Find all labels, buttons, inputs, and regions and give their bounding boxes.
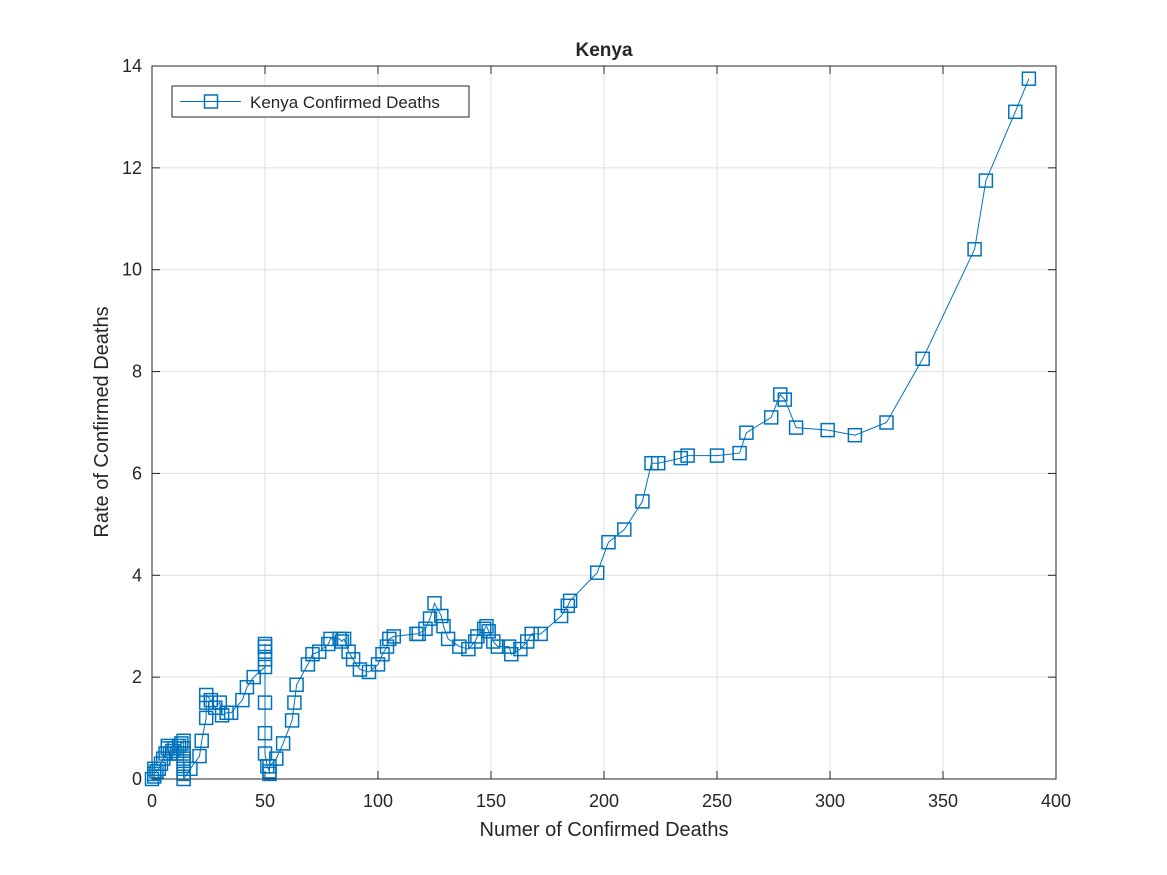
data-point-marker — [223, 705, 239, 721]
x-tick-label: 0 — [147, 791, 157, 811]
y-tick-label: 12 — [122, 158, 142, 178]
data-point-marker — [311, 644, 327, 659]
data-point-marker — [680, 448, 695, 463]
data-point-marker — [287, 695, 302, 710]
data-point-marker — [524, 626, 539, 642]
data-point-marker — [382, 631, 397, 647]
data-point-marker — [153, 756, 169, 771]
data-point-marker — [375, 646, 390, 662]
data-point-marker — [490, 639, 506, 654]
data-point-marker — [967, 242, 982, 257]
data-point-marker — [214, 708, 230, 723]
data-point-marker — [501, 639, 517, 654]
data-point-marker — [560, 598, 576, 614]
data-point-marker — [341, 644, 356, 659]
x-tick-label: 150 — [476, 791, 506, 811]
data-point-marker — [650, 455, 666, 471]
ticks — [151, 65, 1057, 780]
data-point-marker — [709, 448, 725, 463]
x-tick-label: 50 — [255, 791, 275, 811]
legend-marker-sample — [203, 94, 219, 109]
data-point-marker — [361, 664, 377, 680]
data-point-marker — [151, 761, 167, 777]
data-point-marker — [257, 659, 273, 675]
data-point-marker — [479, 618, 494, 634]
data-point-marker — [617, 522, 632, 537]
data-point-marker — [289, 677, 304, 693]
data-point-marker — [820, 422, 835, 438]
chart-title: Kenya — [575, 40, 632, 61]
data-point-marker — [203, 692, 219, 708]
data-point-marker — [452, 639, 467, 654]
data-point-marker — [440, 631, 456, 647]
data-point-marker — [183, 761, 198, 777]
y-tick-label: 4 — [132, 565, 142, 585]
data-point-marker — [635, 494, 650, 509]
data-point-marker — [533, 626, 548, 642]
series-markers — [144, 71, 1037, 787]
data-point-marker — [386, 629, 402, 644]
data-point-marker — [174, 736, 189, 751]
data-point-marker — [198, 687, 214, 703]
x-tick-label: 350 — [928, 791, 958, 811]
data-point-marker — [732, 445, 747, 461]
legend: Kenya Confirmed Deaths — [171, 85, 470, 118]
data-point-marker — [915, 351, 930, 367]
data-point-marker — [601, 534, 616, 550]
x-tick-label: 400 — [1041, 791, 1071, 811]
data-point-marker — [300, 657, 316, 672]
data-point-marker — [194, 733, 209, 749]
data-point-marker — [562, 593, 578, 609]
data-point-marker — [352, 662, 368, 677]
data-point-marker — [422, 611, 438, 626]
y-tick-label: 2 — [132, 667, 142, 687]
data-point-marker — [519, 634, 535, 649]
data-point-marker — [257, 695, 273, 710]
data-point-marker — [847, 427, 863, 443]
x-tick-label: 100 — [363, 791, 393, 811]
y-tick-label: 0 — [132, 769, 142, 789]
data-point-marker — [978, 173, 994, 188]
data-point-marker — [773, 387, 788, 402]
data-point-marker — [879, 415, 894, 430]
y-tick-label: 10 — [122, 260, 142, 280]
data-point-marker — [198, 710, 214, 726]
data-point-marker — [275, 736, 291, 751]
data-point-marker — [370, 657, 386, 672]
data-point-marker — [269, 751, 284, 766]
data-point-marker — [788, 420, 804, 435]
legend-entry-label: Kenya Confirmed Deaths — [250, 93, 440, 112]
tick-labels: 0 50 100 150 200 250 300 350 400 0 2 4 6 8 10 12 14 — [122, 56, 1071, 811]
y-tick-label: 8 — [132, 362, 142, 382]
data-point-marker — [257, 636, 273, 652]
data-point-marker — [418, 621, 433, 637]
x-axis-label: Numer of Confirmed Deaths — [480, 819, 729, 841]
y-tick-label: 14 — [122, 56, 142, 76]
y-axis-label: Rate of Confirmed Deaths — [91, 306, 113, 537]
data-point-marker — [192, 748, 207, 764]
x-tick-label: 250 — [702, 791, 732, 811]
x-tick-label: 200 — [589, 791, 619, 811]
data-point-marker — [284, 713, 300, 728]
data-point-marker — [777, 392, 793, 407]
data-point-marker — [257, 725, 273, 741]
data-point-marker — [486, 634, 501, 649]
x-tick-label: 300 — [815, 791, 845, 811]
y-tick-label: 6 — [132, 463, 142, 483]
data-point-marker — [1008, 104, 1023, 120]
data-point-marker — [1021, 71, 1037, 86]
plot-area — [144, 71, 1037, 787]
data-point-marker — [481, 624, 496, 639]
data-point-marker — [763, 410, 779, 425]
data-point-marker — [504, 646, 519, 662]
data-point-marker — [467, 634, 483, 649]
data-point-marker — [739, 425, 754, 440]
data-point-marker — [476, 621, 492, 637]
data-point-marker — [246, 669, 261, 685]
data-point-marker — [589, 565, 605, 580]
data-point-marker — [262, 766, 277, 782]
data-point-marker — [434, 608, 449, 624]
